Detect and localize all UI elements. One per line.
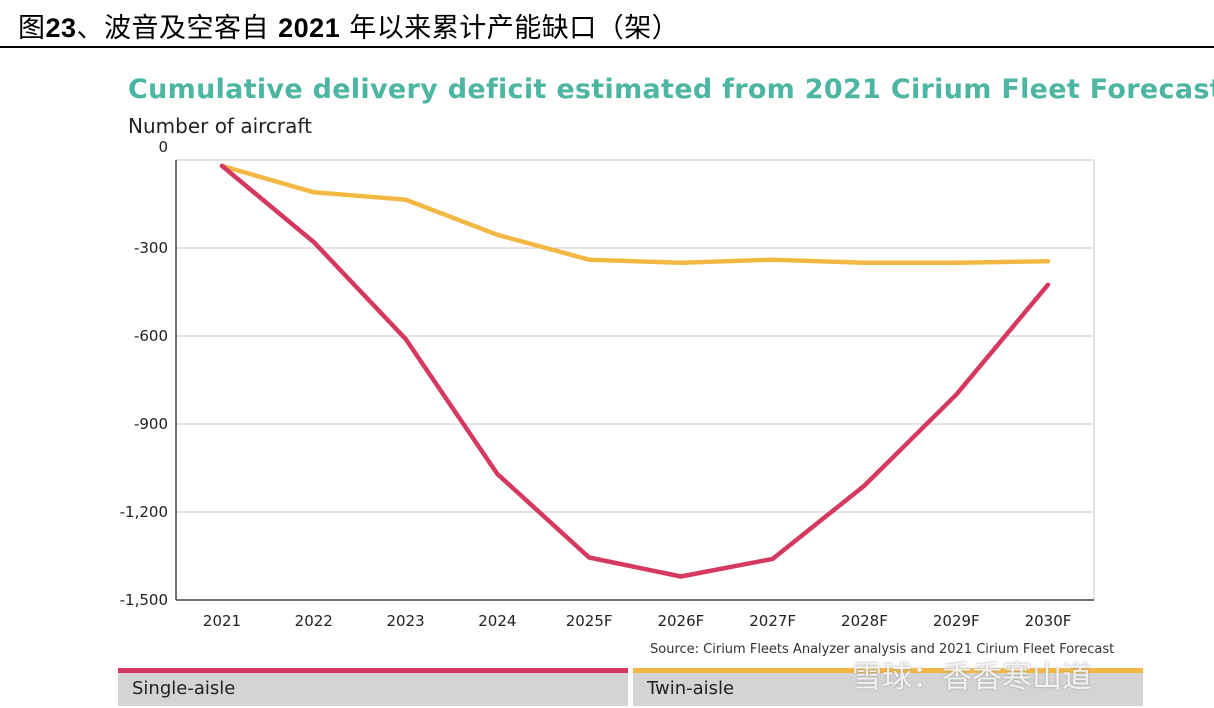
x-tick-label: 2028F <box>841 612 888 630</box>
legend-swatch-single-aisle <box>118 668 628 673</box>
x-tick-label: 2027F <box>749 612 796 630</box>
x-tick-label: 2029F <box>933 612 980 630</box>
y-tick-label: 0 <box>158 138 168 156</box>
y-tick-label: -1,200 <box>120 503 168 521</box>
y-tick-label: -900 <box>134 415 168 433</box>
x-tick-label: 2021 <box>203 612 241 630</box>
x-tick-label: 2025F <box>566 612 613 630</box>
legend-single-aisle: Single-aisle <box>118 668 628 706</box>
x-tick-label: 2022 <box>295 612 333 630</box>
series-line-twin-aisle <box>219 163 1051 265</box>
x-tick-label: 2026F <box>657 612 704 630</box>
x-tick-label: 2024 <box>478 612 516 630</box>
figure-title: 图23、波音及空客自 2021 年以来累计产能缺口（架） <box>18 13 680 44</box>
legend-label-twin-aisle: Twin-aisle <box>647 678 735 699</box>
legend-twin-aisle: Twin-aisle <box>633 668 1143 706</box>
series-line-single-aisle <box>219 163 1051 579</box>
x-tick-label: 2030F <box>1025 612 1072 630</box>
legend-swatch-twin-aisle <box>633 668 1143 673</box>
source-note: Source: Cirium Fleets Analyzer analysis … <box>650 642 1115 657</box>
y-tick-label: -300 <box>134 239 168 257</box>
x-tick-label: 2023 <box>386 612 424 630</box>
gridlines <box>175 159 1095 601</box>
x-tick-labels: 2021 2022 2023 2024 2025F 2026F 2027F 2028F 2029… <box>203 612 1072 630</box>
chart-title: Cumulative delivery deficit estimated fr… <box>128 74 1214 105</box>
y-tick-label: -1,500 <box>120 591 168 609</box>
y-tick-label: -600 <box>134 327 168 345</box>
legend-label-single-aisle: Single-aisle <box>132 678 236 699</box>
watermark: 雪球：香香寒山道 <box>852 660 1092 695</box>
y-tick-labels: 0 -300 -600 -900 -1,200 -1,500 <box>120 138 168 609</box>
y-axis-label: Number of aircraft <box>128 114 312 138</box>
title-rule <box>0 46 1214 48</box>
series-lines <box>219 163 1051 579</box>
